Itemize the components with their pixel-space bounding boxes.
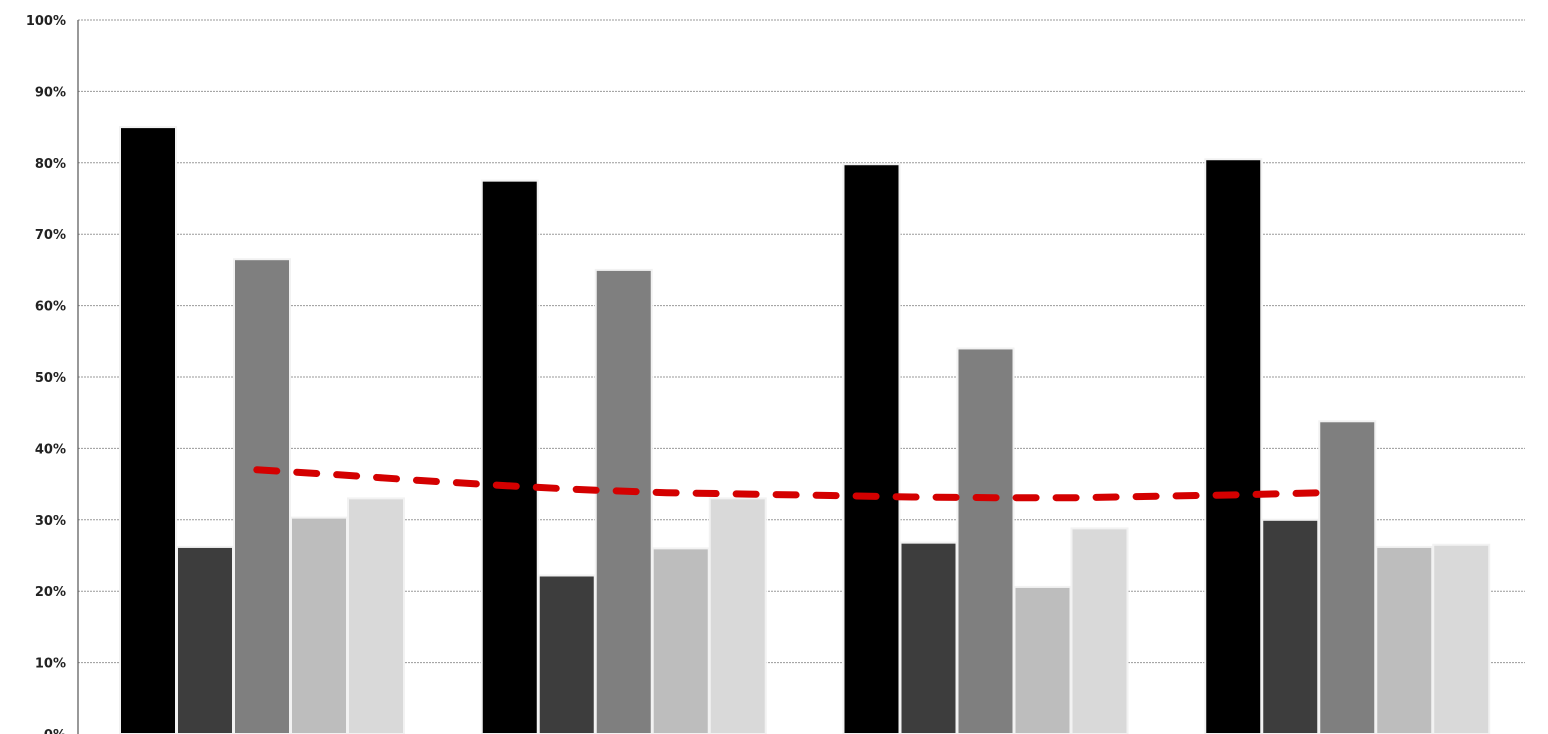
y-tick-label: 70% <box>35 228 66 243</box>
bar <box>290 516 348 734</box>
bar <box>1375 545 1434 734</box>
bars <box>119 126 1491 734</box>
bar <box>1432 543 1491 734</box>
y-tick-label: 0% <box>44 728 66 734</box>
bar <box>233 258 291 734</box>
bar <box>899 541 958 734</box>
bar <box>594 268 653 734</box>
bar <box>176 545 234 734</box>
bar <box>347 497 405 734</box>
bar <box>537 574 596 734</box>
bar <box>119 126 177 734</box>
bar <box>1070 527 1129 734</box>
y-axis-tick-labels: 0% 10% 20% 30% 40% 50% 60% 70% 80% 90% 100% <box>26 14 66 734</box>
bar <box>842 163 901 734</box>
bar <box>1318 420 1377 734</box>
y-tick-label: 50% <box>35 371 66 386</box>
y-tick-label: 90% <box>35 85 66 100</box>
trend-line-group <box>253 466 1326 502</box>
y-tick-label: 60% <box>35 300 66 315</box>
y-tick-label: 100% <box>26 14 66 29</box>
y-tick-label: 40% <box>35 442 66 457</box>
trend-line <box>253 466 1326 502</box>
bar <box>651 547 710 734</box>
y-tick-label: 30% <box>35 514 66 529</box>
y-tick-label: 10% <box>35 657 66 672</box>
gridlines <box>78 19 1525 664</box>
bar <box>480 179 539 734</box>
bar <box>708 497 767 734</box>
bar <box>1204 158 1263 734</box>
bar <box>1013 585 1072 734</box>
y-tick-label: 80% <box>35 157 66 172</box>
bar <box>956 347 1015 734</box>
bar <box>1261 518 1320 734</box>
y-tick-label: 20% <box>35 585 66 600</box>
